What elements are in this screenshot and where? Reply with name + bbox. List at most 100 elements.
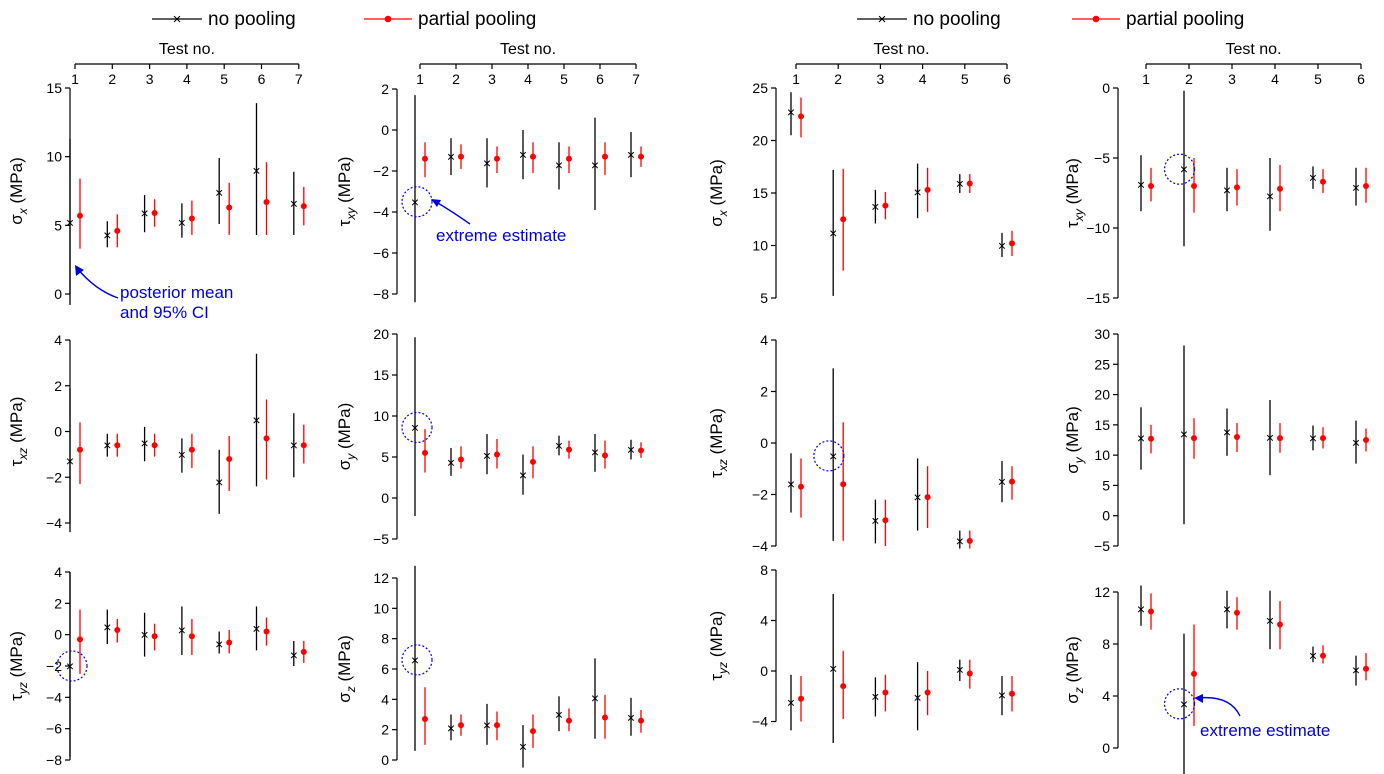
x-tick-label: 7: [295, 71, 303, 87]
no-pooling-mean: ×: [627, 147, 635, 163]
no-pooling-mean: ×: [447, 455, 455, 471]
y-tick-label: 0: [54, 286, 62, 302]
partial-pooling-mean: [602, 452, 608, 459]
y-tick-label: −2: [373, 163, 389, 179]
y-tick-label: 10: [46, 149, 62, 165]
no-pooling-mean: ×: [914, 690, 922, 706]
y-tick-label: 20: [373, 326, 389, 342]
no-pooling-mean: ×: [411, 194, 419, 210]
no-pooling-mean: ×: [1223, 182, 1231, 198]
partial-pooling-mean: [151, 209, 158, 216]
no-pooling-mean: ×: [555, 707, 563, 723]
no-pooling-mean: ×: [141, 627, 149, 643]
extreme-estimate-circle: [401, 644, 433, 676]
partial-pooling-mean: [1234, 184, 1240, 191]
panel-set1-sigma_z: 0 2 4 6 8 10 12 σz (MPa) × × × × × × ×: [335, 565, 644, 768]
y-tick-label: −6: [373, 245, 389, 261]
partial-pooling-mean: [1320, 652, 1326, 659]
no-pooling-mean: ×: [829, 660, 837, 676]
partial-pooling-mean: [1277, 185, 1283, 192]
partial-pooling-mean: [226, 455, 233, 462]
partial-pooling-mean: [458, 722, 464, 729]
no-pooling-mean: ×: [627, 442, 635, 458]
x-tick-label: 6: [1003, 71, 1011, 87]
no-pooling-mean: ×: [555, 157, 563, 173]
y-tick-label: 0: [54, 424, 62, 440]
y-tick-label: 15: [1094, 417, 1110, 433]
no-pooling-mean: ×: [215, 474, 223, 490]
y-tick-label: −2: [752, 487, 768, 503]
partial-pooling-mean: [188, 446, 195, 453]
partial-pooling-mean: [263, 198, 270, 205]
annotation-arrowhead-posterior: [75, 265, 84, 276]
partial-pooling-mean: [566, 155, 572, 162]
no-pooling-mean: ×: [66, 215, 74, 231]
no-pooling-mean: ×: [1180, 426, 1188, 442]
no-pooling-mean: ×: [787, 695, 795, 711]
legend-left: × no pooling partial pooling: [152, 9, 536, 30]
extreme-estimate-circle: [813, 440, 845, 472]
x-tick-label: 5: [1314, 71, 1322, 87]
no-pooling-mean: ×: [483, 717, 491, 733]
y-tick-label: −15: [1086, 290, 1110, 306]
x-tick-label: 1: [71, 71, 79, 87]
y-tick-label: 12: [1094, 584, 1110, 600]
y-tick-label: 2: [54, 378, 62, 394]
y-tick-label: 20: [752, 133, 768, 149]
partial-pooling-mean: [798, 483, 804, 490]
no-pooling-mean: ×: [956, 533, 964, 549]
extreme-estimate-circle: [401, 411, 433, 444]
x-tick-label: 6: [258, 71, 266, 87]
x-tick-label: 2: [1185, 71, 1193, 87]
y-tick-label: 30: [1094, 326, 1110, 342]
partial-pooling-mean: [1148, 183, 1154, 189]
partial-pooling-mean: [422, 716, 428, 723]
y-tick-label: 4: [760, 332, 768, 348]
x-tick-label: 6: [596, 71, 604, 87]
y-tick-label: 0: [1102, 80, 1110, 96]
partial-pooling-mean: [1277, 621, 1283, 628]
legend-partial-pooling-marker: [384, 15, 392, 23]
y-tick-label: −4: [373, 204, 389, 220]
partial-pooling-mean: [114, 626, 121, 633]
partial-pooling-mean: [566, 717, 572, 724]
y-axis-label: σx (MPa): [7, 157, 30, 225]
no-pooling-mean: ×: [829, 225, 837, 241]
partial-pooling-mean: [151, 442, 158, 449]
y-tick-label: 4: [54, 332, 62, 348]
y-axis-label: τyz (MPa): [707, 611, 730, 681]
partial-pooling-mean: [1148, 435, 1154, 442]
y-tick-label: 8: [381, 631, 389, 647]
no-pooling-mean: ×: [1137, 430, 1145, 446]
y-tick-label: 0: [760, 663, 768, 679]
no-pooling-mean: ×: [1309, 430, 1317, 446]
no-pooling-mean: ×: [519, 738, 527, 754]
partial-pooling-mean: [924, 494, 931, 501]
y-tick-label: 15: [373, 367, 389, 383]
no-pooling-mean: ×: [519, 467, 527, 483]
top-x-axis-label: Test no.: [873, 41, 929, 58]
partial-pooling-mean: [1009, 478, 1015, 485]
partial-pooling-mean: [798, 113, 804, 120]
no-pooling-mean: ×: [66, 658, 74, 674]
x-tick-label: 7: [632, 71, 640, 87]
partial-pooling-mean: [1363, 665, 1369, 672]
partial-pooling-mean: [77, 446, 83, 453]
no-pooling-mean: ×: [871, 512, 879, 528]
partial-pooling-mean: [226, 639, 233, 646]
no-pooling-mean: ×: [141, 435, 149, 451]
no-pooling-mean: ×: [998, 238, 1006, 254]
y-tick-label: −4: [752, 538, 768, 554]
no-pooling-mean: ×: [290, 437, 298, 453]
panel-set2-tau_yz: −4 0 4 8 τyz (MPa) × × × × × ×: [707, 562, 1015, 743]
no-pooling-mean: ×: [787, 476, 795, 492]
x-tick-label: 3: [877, 71, 885, 87]
no-pooling-mean: ×: [787, 104, 795, 120]
x-tick-label: 3: [146, 71, 154, 87]
x-tick-label: 3: [1228, 71, 1236, 87]
x-tick-label: 4: [919, 71, 927, 87]
y-tick-label: 25: [1094, 356, 1110, 372]
partial-pooling-mean: [263, 628, 270, 635]
partial-pooling-mean: [840, 216, 847, 223]
